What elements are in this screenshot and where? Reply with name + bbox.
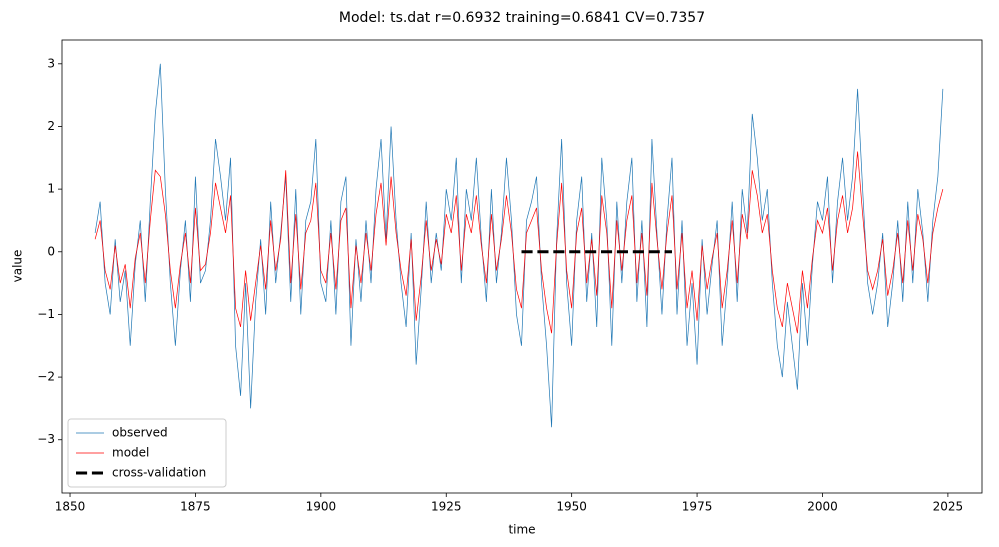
x-tick-label: 1950	[556, 500, 587, 514]
chart-title: Model: ts.dat r=0.6932 training=0.6841 C…	[339, 10, 705, 26]
x-tick-label: 2000	[807, 500, 838, 514]
x-tick-label: 1925	[431, 500, 462, 514]
legend-label: cross-validation	[112, 466, 206, 480]
plot-area	[94, 63, 944, 428]
y-axis-label: value	[11, 250, 25, 283]
x-tick-label: 1975	[682, 500, 713, 514]
x-axis-label: time	[508, 523, 535, 537]
legend: observed model cross-validation	[67, 418, 227, 488]
x-tick-label: 1900	[306, 500, 337, 514]
y-tick-label: 2	[47, 119, 55, 133]
y-tick-label: −3	[37, 432, 55, 446]
y-tick-label: −2	[37, 370, 55, 384]
axes-frame	[61, 39, 983, 494]
x-tick-label: 1875	[180, 500, 211, 514]
y-tick-label: 3	[47, 56, 55, 70]
x-tick-label: 2025	[933, 500, 964, 514]
y-tick-label: 0	[47, 244, 55, 258]
legend-label: observed	[112, 426, 168, 440]
x-tick-label: 1850	[55, 500, 86, 514]
y-tick-label: −1	[37, 307, 55, 321]
series-line	[94, 151, 944, 334]
y-tick-label: 1	[47, 182, 55, 196]
series-line	[94, 63, 944, 428]
legend-box	[67, 418, 227, 488]
legend-label: model	[112, 446, 149, 460]
